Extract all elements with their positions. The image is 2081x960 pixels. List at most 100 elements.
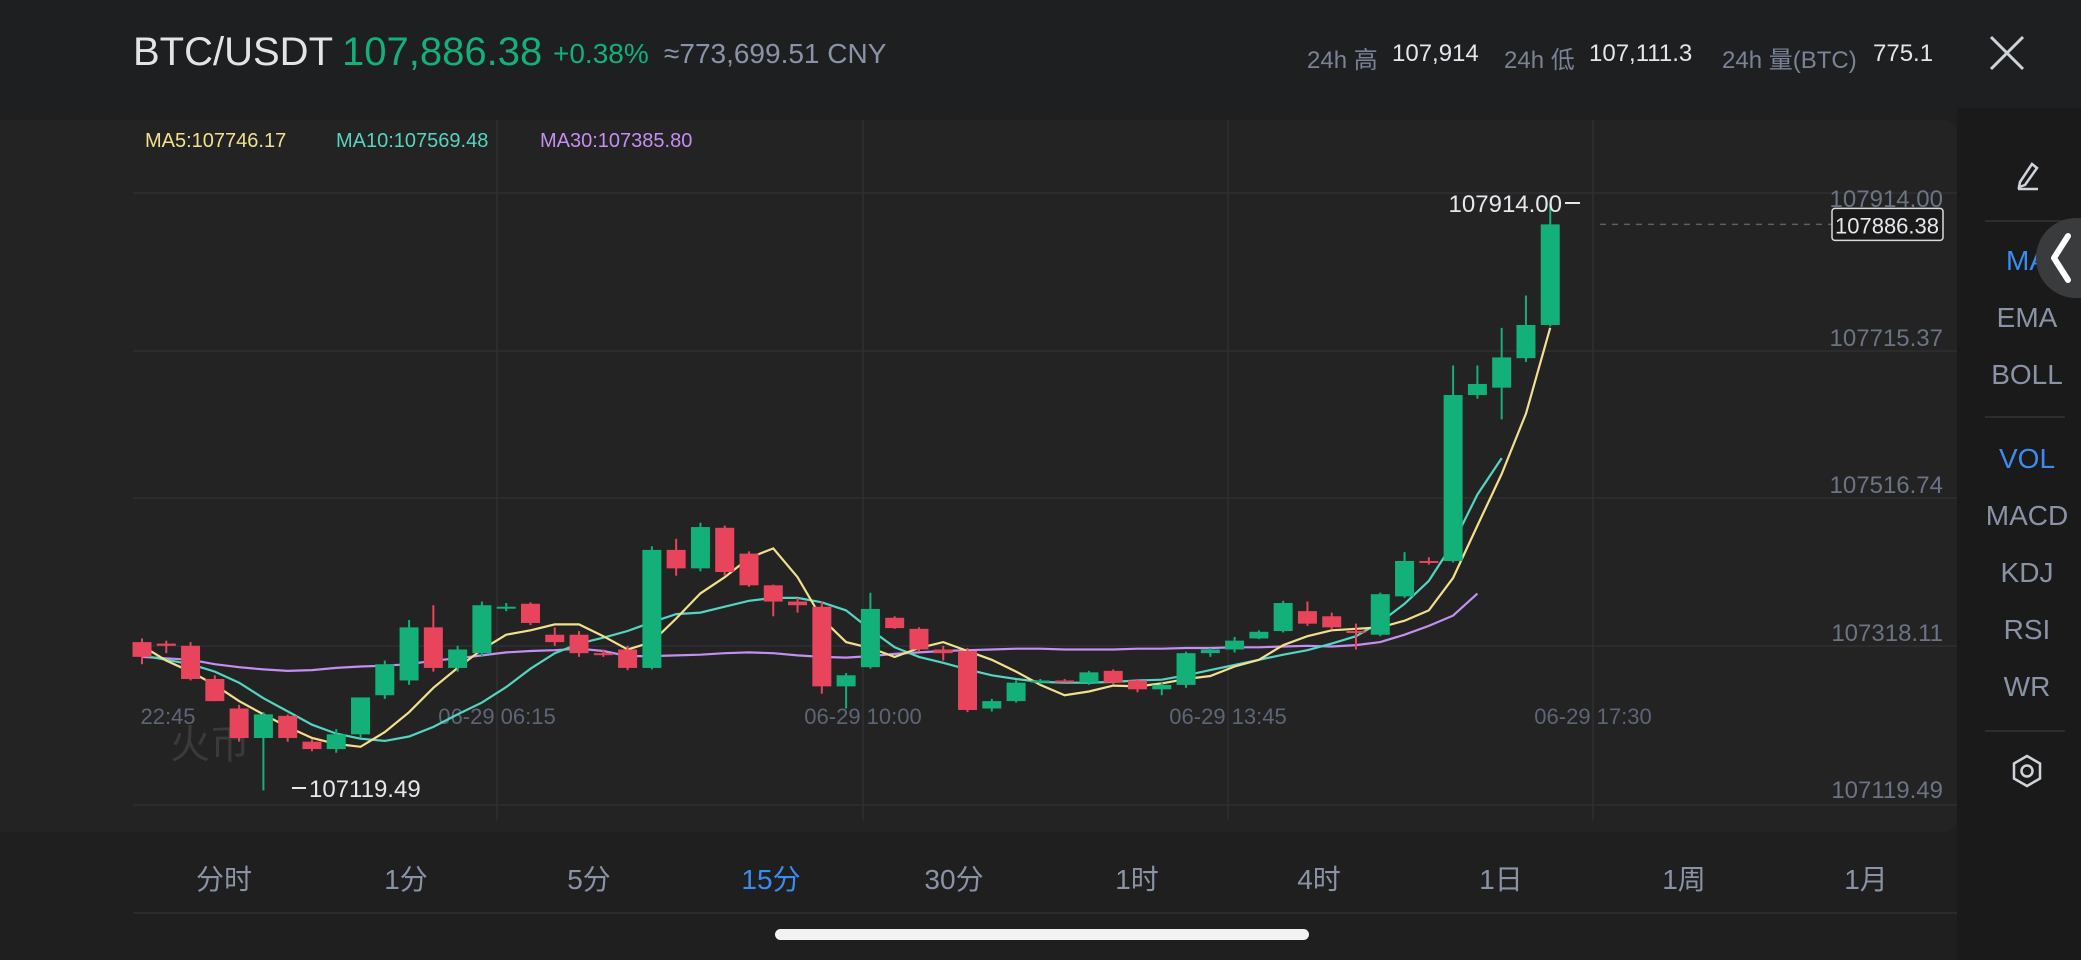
stat-low-label: 24h 低 (1504, 47, 1575, 74)
rail-rsi[interactable]: RSI (2003, 614, 2051, 645)
x-tick-label: 06-29 10:00 (804, 704, 921, 729)
candle-body (958, 650, 978, 710)
x-tick-label: 22:45 (140, 704, 195, 729)
candle-body (520, 603, 540, 623)
candle-body (812, 606, 832, 687)
rail-divider (1985, 220, 2065, 222)
current-price-tag (1831, 207, 1944, 242)
header-bar (0, 0, 2081, 108)
candle-body (351, 697, 371, 735)
candle-body (933, 649, 953, 654)
stat-high-label: 24h 高 (1307, 47, 1378, 74)
candle-body (642, 549, 662, 668)
timeframe-tab[interactable]: 1月 (1844, 864, 1888, 895)
candle-body (618, 649, 638, 668)
candle-body (1006, 682, 1026, 702)
candle-body (253, 714, 273, 738)
candle-body (375, 664, 395, 696)
candle-body (545, 634, 565, 643)
candle-body (836, 675, 856, 687)
candle-body (1492, 357, 1512, 388)
candle-body (739, 553, 759, 586)
candle-body (1200, 649, 1220, 654)
last-price: 107,886.38 (342, 30, 543, 74)
ma10-line (141, 457, 1503, 743)
candle-body (156, 643, 176, 646)
pair-title[interactable]: BTC/USDT (133, 30, 333, 74)
candle-body (1467, 383, 1487, 396)
candle-body (1249, 631, 1269, 639)
stat-vol-label: 24h 量(BTC) (1722, 47, 1857, 74)
stat-low-value: 107,111.3 (1589, 40, 1693, 67)
x-tick-label: 06-29 06:15 (438, 704, 555, 729)
timeframe-tab[interactable]: 1时 (1115, 864, 1159, 895)
stat-vol-value: 775.1 (1873, 40, 1934, 67)
ma30-label: MA30:107385.80 (540, 130, 693, 152)
candle-body (278, 715, 298, 738)
timeframe-tab[interactable]: 分时 (195, 864, 252, 895)
rail-boll[interactable]: BOLL (1991, 359, 2063, 390)
y-tick-label: 107715.37 (1830, 325, 1943, 352)
candle-body (1127, 680, 1147, 690)
rail-divider (1985, 416, 2065, 418)
candle-body (1322, 616, 1342, 628)
candle-body (1030, 680, 1050, 683)
candle-body (302, 741, 322, 750)
candle-body (229, 708, 249, 738)
candlestick-chart[interactable]: 火币 107914.00107715.37107516.74107318.111… (0, 120, 1957, 832)
timeframe-tab[interactable]: 15分 (741, 864, 801, 895)
y-tick-label: 107516.74 (1830, 472, 1943, 499)
pencil-icon[interactable] (2014, 158, 2042, 192)
candle-body (1516, 324, 1536, 359)
rail-divider (1985, 730, 2065, 732)
candle-body (399, 627, 419, 681)
candle-body (132, 642, 152, 657)
candle-body (205, 678, 225, 702)
candle-body (1055, 680, 1075, 683)
candle-body (982, 701, 1002, 709)
candle-body (1370, 594, 1390, 635)
candle-body (885, 617, 905, 629)
rail-ema[interactable]: EMA (1996, 302, 2058, 333)
candle-body (690, 527, 710, 569)
candle-body (1419, 560, 1439, 563)
rail-macd[interactable]: MACD (1985, 500, 2069, 531)
candle-body (569, 634, 589, 654)
stat-high-value: 107,914 (1392, 40, 1479, 67)
candle-body (593, 653, 613, 656)
candle-body (326, 734, 346, 750)
candle-body (1540, 224, 1560, 325)
candle-body (788, 601, 808, 606)
timeframe-tab[interactable]: 1周 (1662, 864, 1706, 895)
candle-body (1225, 640, 1245, 650)
low-marker-label: 107119.49 (309, 776, 421, 803)
candle-body (1443, 395, 1463, 561)
candle-body (1103, 670, 1123, 683)
candle-body (715, 527, 735, 573)
close-icon[interactable] (1988, 34, 2026, 72)
rail-kdj[interactable]: KDJ (2000, 557, 2054, 588)
ma30-line (141, 592, 1479, 673)
ma5-line (141, 327, 1552, 748)
chart-panel (0, 120, 1957, 832)
candle-body (1297, 611, 1317, 624)
gear-icon[interactable] (2009, 753, 2045, 789)
x-tick-label: 06-29 13:45 (1169, 704, 1286, 729)
timeframe-tab[interactable]: 5分 (567, 864, 611, 895)
home-indicator (775, 929, 1309, 940)
candle-body (763, 585, 783, 602)
timeframe-tab[interactable]: 30分 (924, 864, 984, 895)
chevron-left-icon (2051, 233, 2071, 283)
y-tick-label: 107119.49 (1831, 777, 1943, 804)
timeframe-tab[interactable]: 4时 (1297, 864, 1341, 895)
candle-body (1273, 603, 1293, 632)
candle-body (860, 608, 880, 668)
rail-wr[interactable]: WR (2003, 671, 2051, 702)
candle-body (448, 649, 468, 668)
rail-vol[interactable]: VOL (1998, 443, 2056, 474)
candle-body (909, 628, 929, 650)
timeframe-tab[interactable]: 1日 (1479, 864, 1523, 895)
timeframe-divider (133, 912, 1957, 914)
price-cny: ≈773,699.51 CNY (664, 38, 887, 69)
timeframe-tab[interactable]: 1分 (384, 864, 428, 895)
